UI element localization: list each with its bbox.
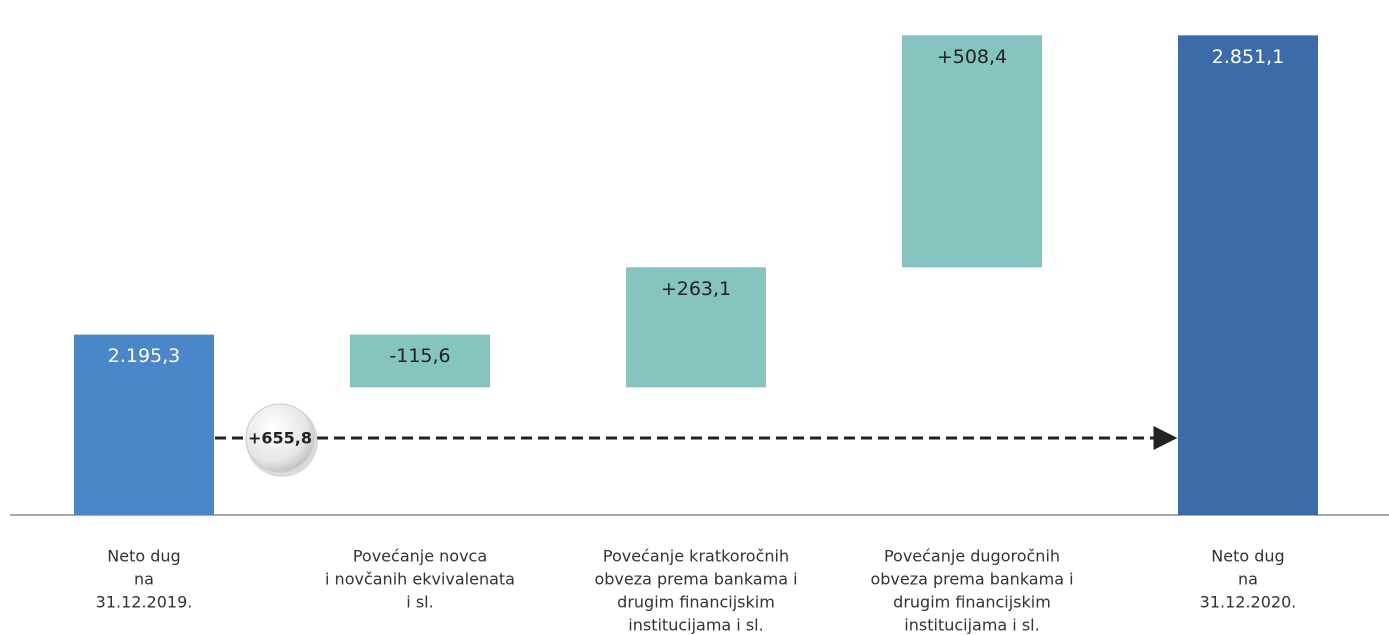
value-label: 2.195,3 (108, 345, 181, 367)
category-label: 31.12.2020. (1200, 593, 1297, 612)
category-label: na (1238, 570, 1258, 589)
category-label: Neto dug (107, 547, 180, 566)
category-label: i novčanih ekvivalenata (325, 570, 515, 589)
category-label: institucijama i sl. (628, 616, 763, 635)
category-label: obveza prema bankama i (870, 570, 1073, 589)
bar (1178, 35, 1318, 515)
category-label: na (134, 570, 154, 589)
bar (902, 35, 1042, 268)
value-label: +263,1 (661, 278, 731, 300)
category-label: obveza prema bankama i (594, 570, 797, 589)
category-label: Povećanje dugoročnih (884, 547, 1060, 566)
category-label: 31.12.2019. (96, 593, 193, 612)
category-label: i sl. (406, 593, 433, 612)
annotation: +655,8 (248, 429, 312, 448)
bar (74, 334, 214, 515)
category-label: drugim financijskim (617, 593, 775, 612)
bar (626, 267, 766, 388)
category-label: Neto dug (1211, 547, 1284, 566)
category-label: Povećanje kratkoročnih (603, 547, 789, 566)
category-label: drugim financijskim (893, 593, 1051, 612)
value-label: +508,4 (937, 46, 1007, 68)
value-label: -115,6 (389, 345, 450, 367)
value-label: 2.851,1 (1212, 46, 1285, 68)
category-label: Povećanje novca (353, 547, 487, 566)
badge (245, 403, 315, 473)
bar (350, 334, 490, 388)
category-label: institucijama i sl. (904, 616, 1039, 635)
